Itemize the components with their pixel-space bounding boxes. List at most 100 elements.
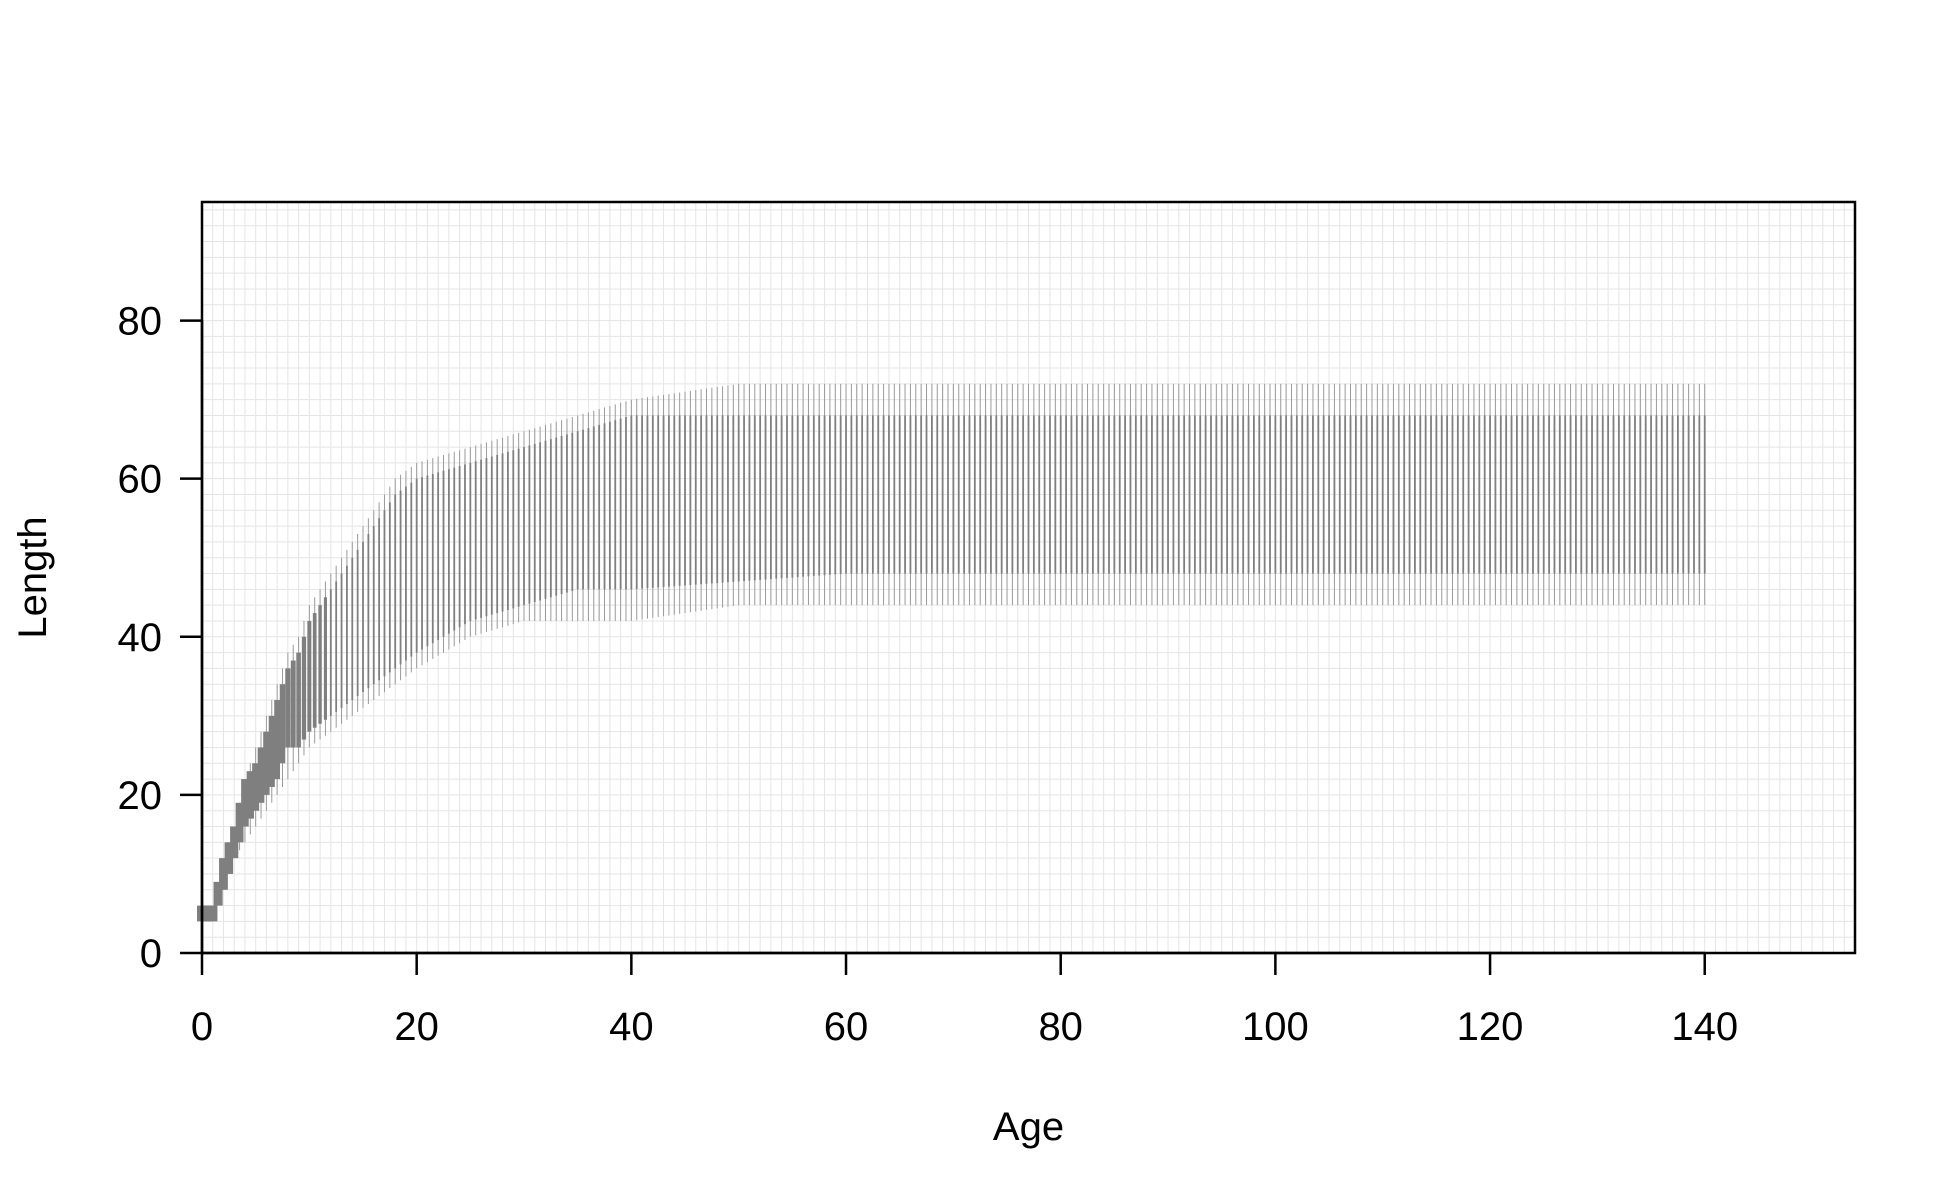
age-length-bar bbox=[263, 731, 270, 795]
y-tick-label: 20 bbox=[118, 774, 163, 818]
age-length-bar bbox=[496, 454, 499, 614]
age-length-bar bbox=[1467, 415, 1470, 574]
age-length-bar bbox=[582, 429, 584, 590]
age-length-bar bbox=[1580, 415, 1583, 574]
age-length-bar bbox=[823, 415, 826, 576]
age-length-bar bbox=[1440, 415, 1443, 574]
age-length-bar bbox=[507, 451, 509, 610]
age-length-bar bbox=[555, 437, 558, 596]
age-length-bar bbox=[1553, 415, 1556, 574]
age-length-bar bbox=[1134, 415, 1137, 574]
age-length-bar bbox=[1011, 415, 1014, 574]
age-length-bar bbox=[1065, 415, 1067, 574]
age-length-bar bbox=[1328, 415, 1330, 574]
age-length-bar bbox=[230, 826, 239, 859]
age-length-bar bbox=[1601, 415, 1604, 574]
age-length-bar bbox=[323, 597, 327, 720]
age-length-bar bbox=[1236, 415, 1239, 574]
age-length-bar bbox=[1537, 415, 1540, 574]
age-length-bar bbox=[1344, 415, 1347, 574]
age-length-bar bbox=[920, 415, 923, 574]
age-length-bar bbox=[710, 415, 713, 584]
age-length-bar bbox=[571, 432, 574, 591]
age-length-bar bbox=[1430, 415, 1432, 574]
age-length-bar bbox=[501, 453, 504, 612]
age-length-bar bbox=[1312, 415, 1314, 574]
age-length-bar bbox=[1129, 415, 1132, 574]
age-length-bar bbox=[469, 462, 472, 621]
age-length-bar bbox=[517, 448, 520, 607]
age-length-bar bbox=[947, 415, 949, 574]
age-length-bar bbox=[700, 415, 703, 585]
age-length-bar bbox=[592, 426, 595, 590]
age-length-bar bbox=[1558, 415, 1561, 574]
age-length-bar bbox=[727, 415, 729, 583]
x-tick-label: 80 bbox=[1038, 1005, 1083, 1049]
age-length-bar bbox=[1022, 415, 1025, 574]
age-length-bar bbox=[474, 461, 477, 620]
age-length-bar bbox=[1446, 415, 1449, 574]
age-length-bar bbox=[318, 605, 322, 724]
age-length-bar bbox=[362, 541, 364, 693]
age-length-bar bbox=[1097, 415, 1100, 574]
age-length-bar bbox=[1585, 415, 1588, 574]
age-length-bar bbox=[367, 534, 370, 689]
age-length-bar bbox=[1156, 415, 1159, 574]
x-axis-title: Age bbox=[993, 1105, 1064, 1149]
age-length-bar bbox=[1167, 415, 1169, 574]
age-length-bar bbox=[1510, 415, 1513, 574]
age-length-bar bbox=[1172, 415, 1175, 574]
age-length-bar bbox=[1408, 415, 1411, 574]
y-tick-label: 60 bbox=[118, 458, 163, 502]
age-length-bar bbox=[257, 747, 265, 803]
age-length-bar bbox=[426, 475, 429, 647]
age-length-bar bbox=[1193, 415, 1196, 574]
age-length-bar bbox=[485, 458, 488, 617]
age-length-bar bbox=[539, 442, 542, 601]
age-length-bar bbox=[587, 428, 590, 590]
x-tick-label: 20 bbox=[394, 1005, 439, 1049]
age-length-bar bbox=[625, 417, 627, 590]
age-length-bar bbox=[1489, 415, 1491, 574]
age-length-bar bbox=[871, 415, 874, 574]
age-length-bar bbox=[614, 420, 617, 590]
age-length-bar bbox=[721, 415, 724, 583]
age-length-bar bbox=[1354, 415, 1357, 574]
age-length-bar bbox=[1290, 415, 1293, 574]
age-length-bar bbox=[1419, 415, 1422, 574]
age-length-bar bbox=[957, 415, 960, 574]
age-length-bar bbox=[930, 415, 933, 574]
age-length-bar bbox=[1274, 415, 1277, 574]
x-tick-label: 140 bbox=[1671, 1005, 1738, 1049]
age-length-bar bbox=[1338, 415, 1341, 574]
age-length-bar bbox=[668, 415, 670, 587]
age-length-bar bbox=[1032, 415, 1035, 574]
age-length-bar bbox=[566, 434, 568, 593]
age-length-bar bbox=[1000, 415, 1003, 574]
age-length-bar bbox=[329, 589, 332, 716]
age-length-bar bbox=[603, 423, 606, 590]
age-length-bar bbox=[619, 418, 622, 590]
age-length-bar bbox=[346, 565, 348, 704]
age-length-bar bbox=[202, 905, 213, 922]
age-length-bar bbox=[421, 477, 423, 650]
age-length-bar bbox=[544, 440, 547, 599]
age-length-bar bbox=[641, 415, 643, 589]
age-length-bar bbox=[1263, 415, 1266, 574]
age-length-bar bbox=[1301, 415, 1304, 574]
age-length-bar bbox=[1220, 415, 1223, 574]
age-length-bar bbox=[1548, 415, 1550, 574]
age-length-bar bbox=[399, 490, 402, 665]
age-length-bar bbox=[1231, 415, 1234, 574]
age-length-bar bbox=[694, 415, 697, 585]
age-length-bar bbox=[1575, 415, 1577, 574]
age-length-bar bbox=[1403, 415, 1406, 574]
age-length-bar bbox=[893, 415, 896, 574]
age-length-bar bbox=[1049, 415, 1051, 574]
age-length-bar bbox=[689, 415, 692, 586]
age-length-bar bbox=[1623, 415, 1626, 574]
age-length-bar bbox=[490, 456, 493, 615]
age-length-bar bbox=[737, 415, 740, 582]
age-length-bar bbox=[1693, 415, 1695, 574]
age-length-bar bbox=[1676, 415, 1679, 574]
